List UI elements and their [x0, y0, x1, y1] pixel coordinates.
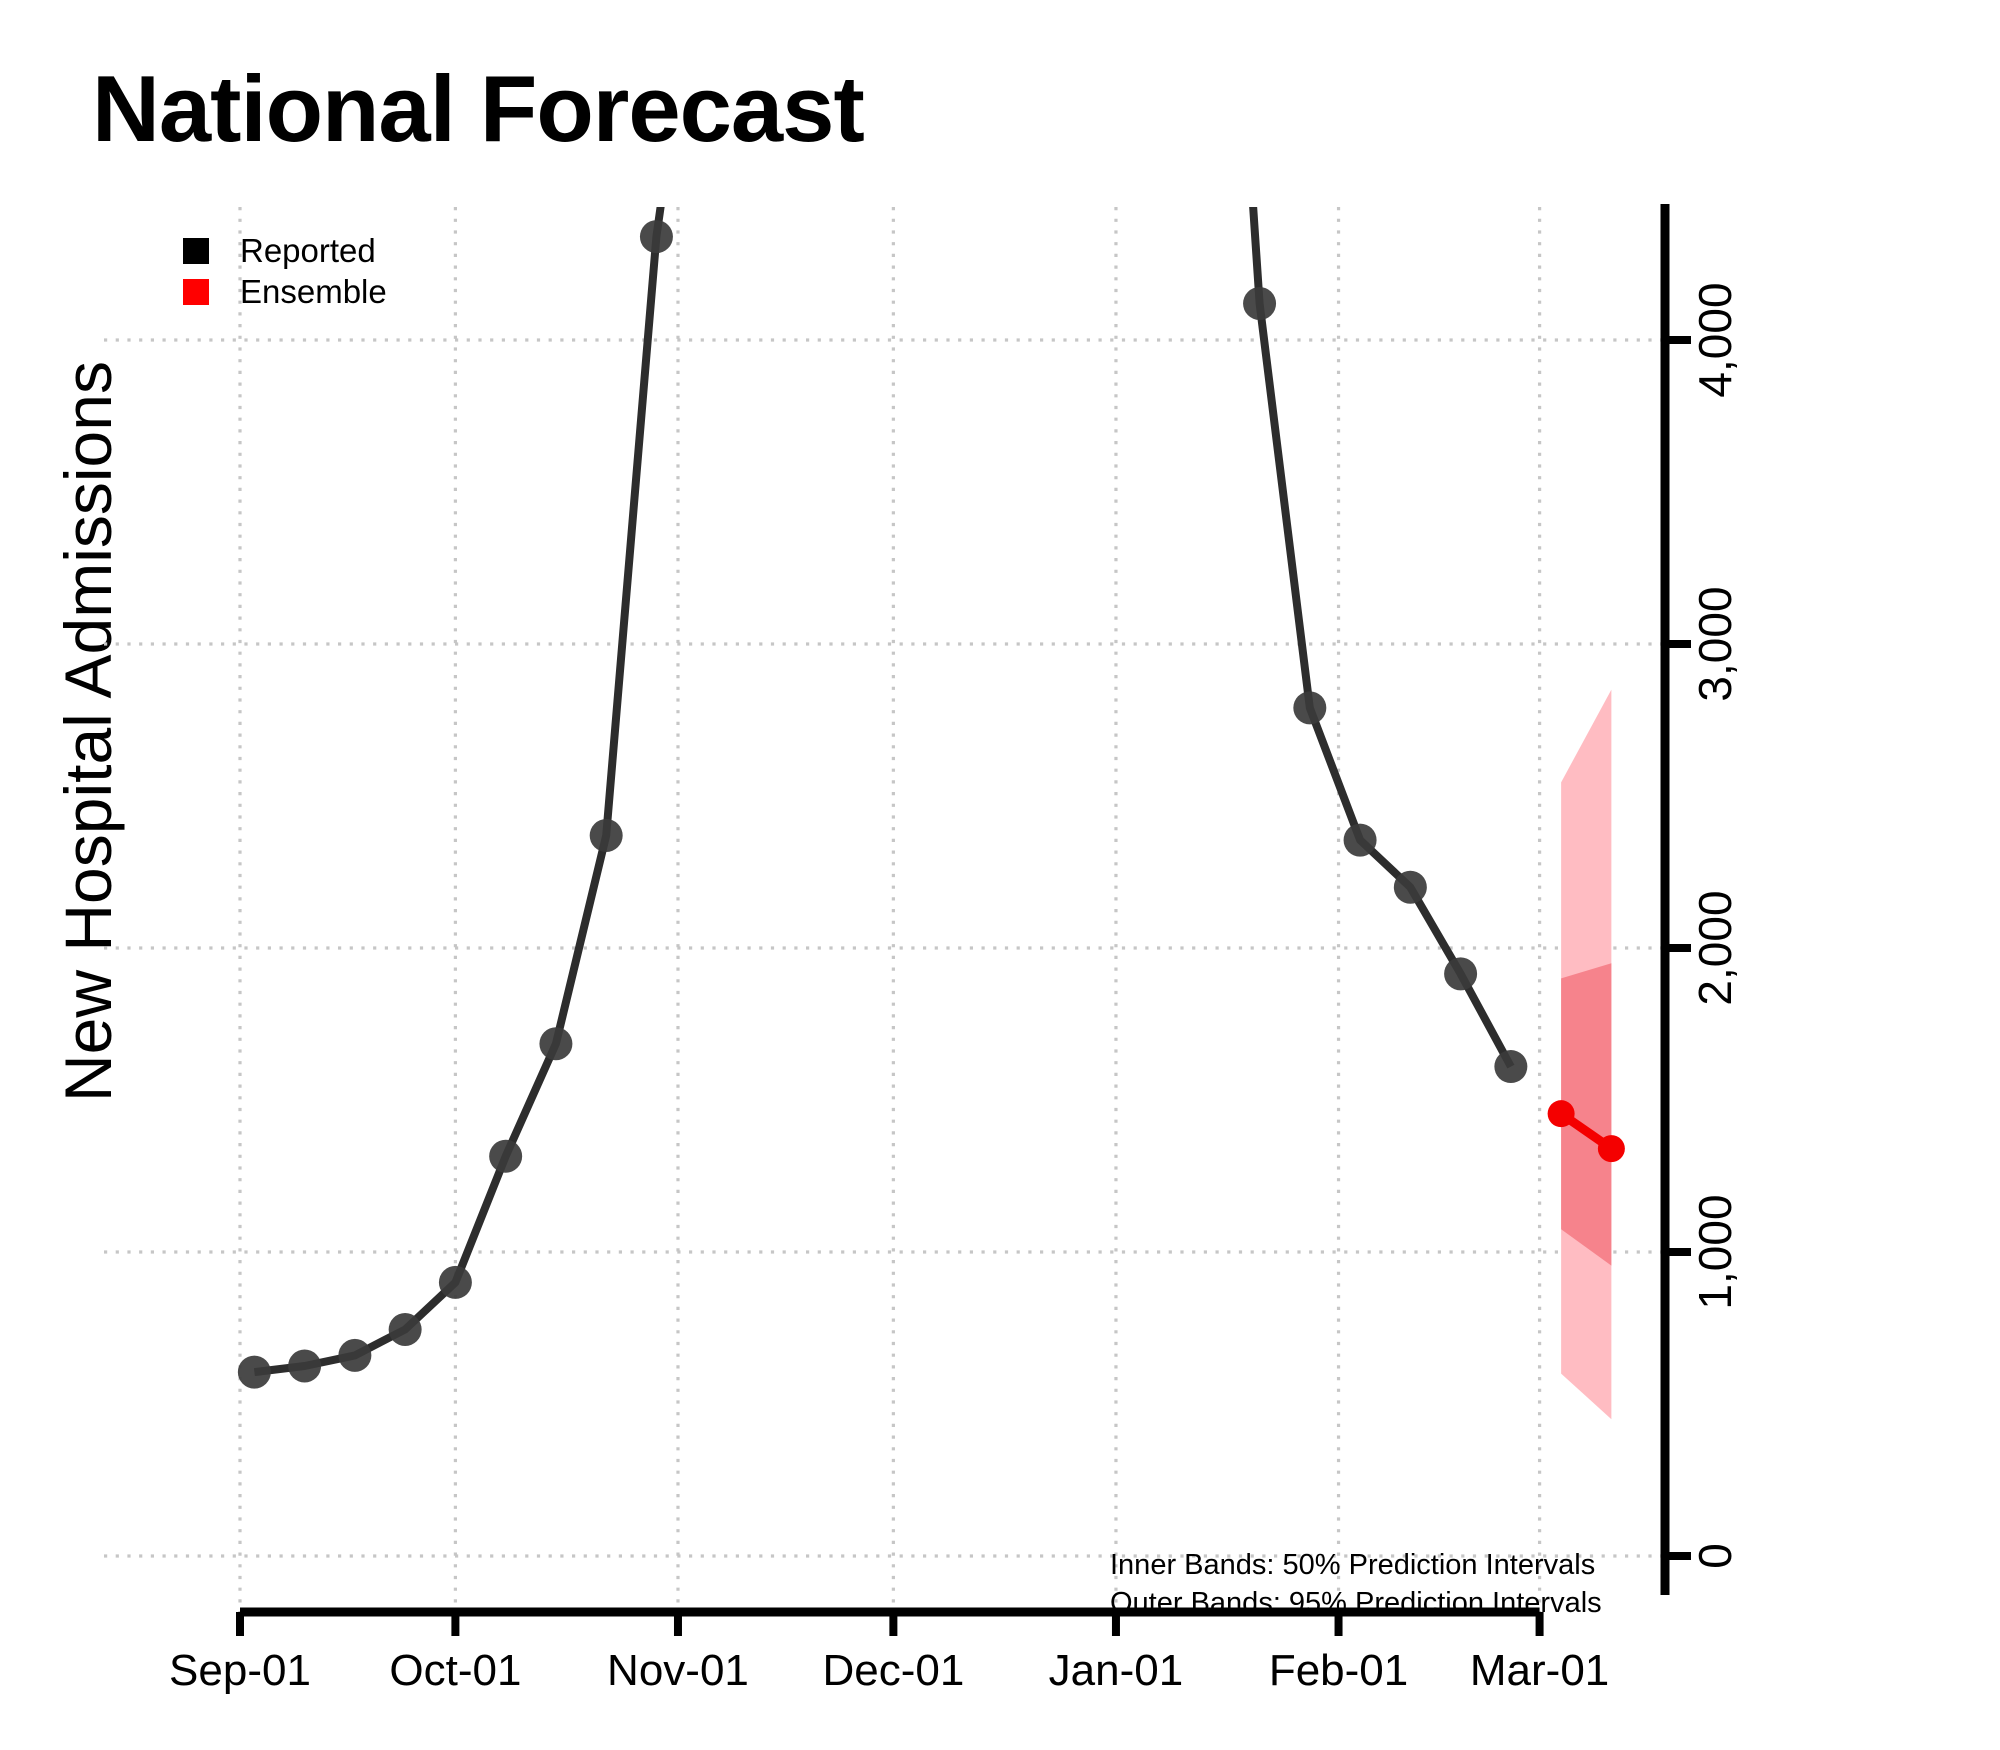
- reported-point-Sep-03: [237, 1355, 271, 1389]
- reported-point-Sep-17: [338, 1338, 372, 1372]
- outer-bands-note: Outer Bands: 95% Prediction Intervals: [1110, 1587, 1602, 1619]
- reported-line-first-wave: [253, 207, 665, 1377]
- reported-swatch: [183, 237, 209, 264]
- reported-point-Oct-01: [438, 1265, 472, 1299]
- x-tick-label-Jan-01: Jan-01: [1049, 1646, 1184, 1695]
- chart-title: National Forecast: [92, 55, 865, 161]
- reported-point-Feb-18: [1444, 957, 1478, 991]
- reported-point-Oct-15: [539, 1027, 573, 1061]
- legend-label-reported: Reported: [240, 231, 376, 269]
- legend-item-reported: Reported: [183, 230, 387, 271]
- legend-item-ensemble: Ensemble: [183, 271, 387, 312]
- reported-point-Sep-10: [288, 1349, 322, 1383]
- legend-label-ensemble: Ensemble: [240, 272, 387, 310]
- ensemble-swatch: [183, 278, 209, 305]
- y-tick-label-2000: 2,000: [1689, 890, 1741, 1005]
- x-tick-label-Nov-01: Nov-01: [607, 1646, 749, 1695]
- x-tick-label-Sep-01: Sep-01: [169, 1646, 311, 1695]
- prediction-band-50: [1561, 963, 1612, 1266]
- reported-point-Sep-24: [388, 1313, 422, 1347]
- y-tick-label-4000: 4,000: [1689, 282, 1741, 397]
- prediction-interval-notes: Inner Bands: 50% Prediction Intervals Ou…: [1110, 1546, 1602, 1622]
- x-tick-label-Mar-01: Mar-01: [1470, 1646, 1609, 1695]
- x-tick-label-Feb-01: Feb-01: [1269, 1646, 1408, 1695]
- y-tick-label-3000: 3,000: [1689, 586, 1741, 701]
- reported-point-Oct-08: [489, 1139, 523, 1173]
- reported-line-second-wave: [1249, 207, 1515, 1069]
- ensemble-point-Mar-11: [1597, 1135, 1625, 1163]
- y-tick-label-1000: 1,000: [1689, 1194, 1741, 1309]
- reported-point-Oct-22: [589, 819, 623, 853]
- reported-point-Jan-28: [1293, 691, 1327, 725]
- ensemble-point-Mar-04: [1547, 1100, 1575, 1128]
- legend: Reported Ensemble: [183, 230, 387, 312]
- reported-point-Oct-29: [639, 220, 673, 254]
- reported-point-Jan-21: [1243, 287, 1277, 321]
- x-tick-label-Dec-01: Dec-01: [822, 1646, 964, 1695]
- reported-point-Feb-25: [1494, 1050, 1528, 1084]
- reported-point-Feb-04: [1343, 823, 1377, 857]
- reported-point-Feb-11: [1393, 870, 1427, 904]
- inner-bands-note: Inner Bands: 50% Prediction Intervals: [1110, 1549, 1596, 1581]
- x-tick-label-Oct-01: Oct-01: [389, 1646, 521, 1695]
- y-tick-label-0: 0: [1689, 1543, 1741, 1569]
